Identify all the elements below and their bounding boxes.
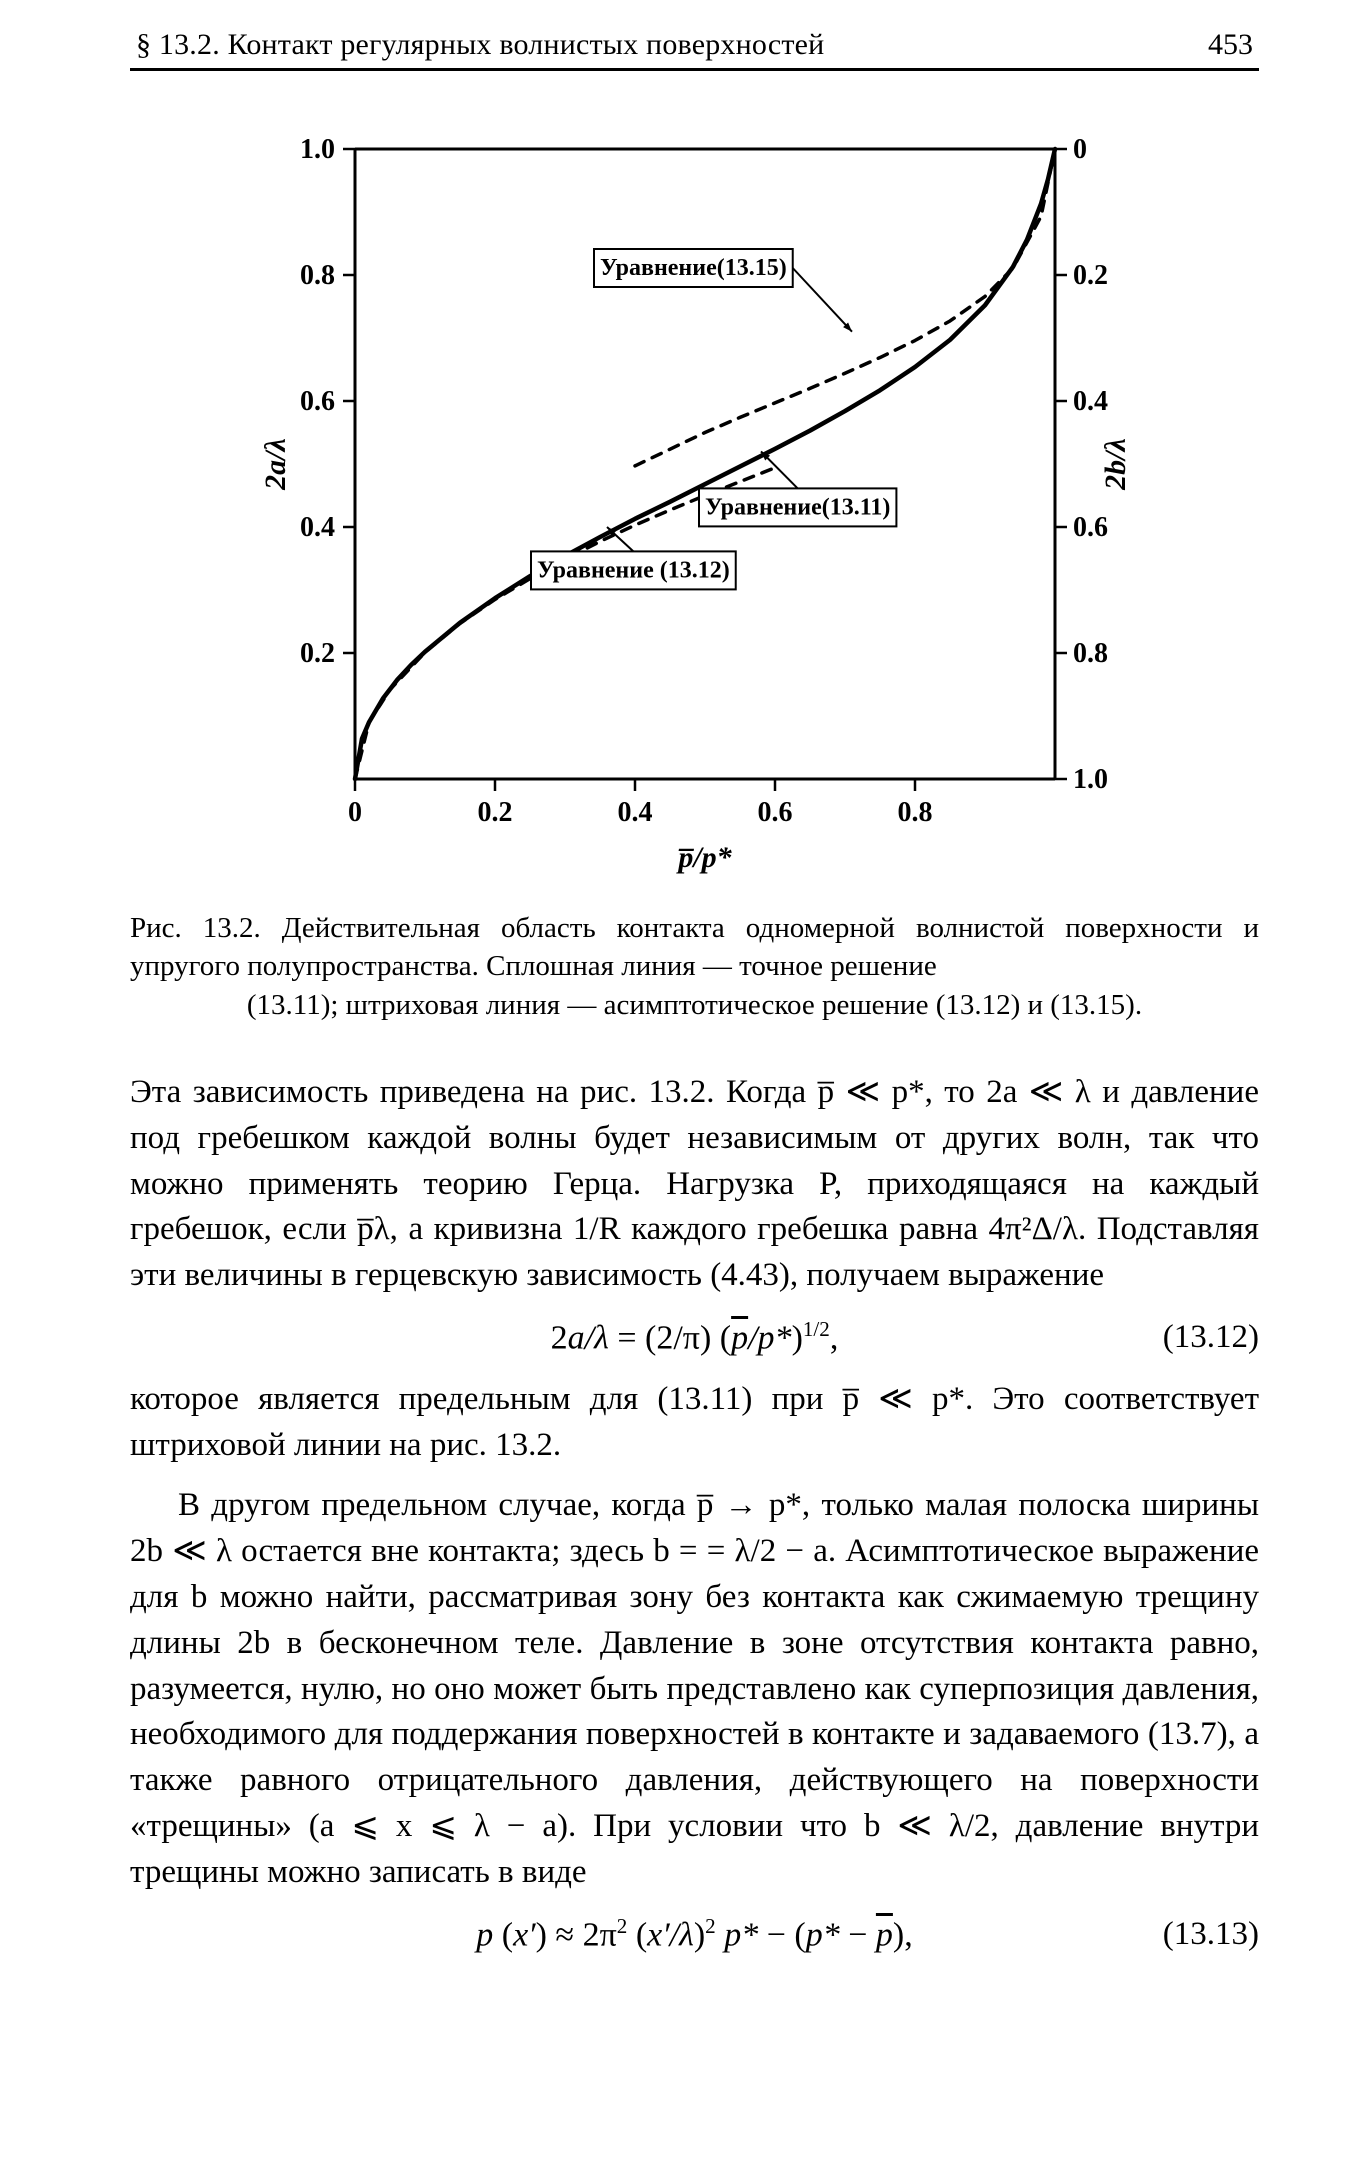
svg-text:0.6: 0.6 <box>1073 512 1108 543</box>
eq-13-13-num: (13.13) <box>1163 1916 1259 1953</box>
figure-svg: 0 0.2 0.4 0.6 0.8 0.2 0.4 0.6 0.8 1.0 0 0.2 0.4 0.6 0.… <box>255 119 1135 879</box>
svg-text:Уравнение (13.12): Уравнение (13.12) <box>537 557 730 583</box>
svg-text:0.4: 0.4 <box>617 797 652 828</box>
figure-13-2: 0 0.2 0.4 0.6 0.8 0.2 0.4 0.6 0.8 1.0 0 0.2 0.4 0.6 0.… <box>255 119 1135 879</box>
svg-text:Уравнение(13.11): Уравнение(13.11) <box>705 494 890 520</box>
eq-13-13-body: p (x′) ≈ 2π2 (x′/λ)2 p* − (p* − p), <box>476 1914 912 1954</box>
svg-text:2a/λ: 2a/λ <box>259 438 292 491</box>
section-label: § 13.2. Контакт регулярных волнистых пов… <box>136 28 824 62</box>
page-number: 453 <box>1208 28 1253 62</box>
paragraph-1: Эта зависимость приведена на рис. 13.2. … <box>130 1070 1259 1299</box>
svg-text:p̅/p*: p̅/p* <box>675 841 732 874</box>
svg-text:0.6: 0.6 <box>757 797 792 828</box>
svg-text:0.2: 0.2 <box>300 638 335 669</box>
eq-13-12-body: 2a/λ = (2/π) (p/p*)1/2, <box>551 1317 839 1357</box>
figcaption-line2: (13.11); штриховая линия — асимптотическ… <box>130 986 1259 1024</box>
svg-text:0: 0 <box>1073 134 1087 165</box>
svg-text:0.2: 0.2 <box>477 797 512 828</box>
eq-13-12-num: (13.12) <box>1163 1319 1259 1356</box>
svg-text:0.8: 0.8 <box>897 797 932 828</box>
paragraph-2: которое является предельным для (13.11) … <box>130 1377 1259 1469</box>
figcaption-line1: Рис. 13.2. Действительная область контак… <box>130 912 1259 982</box>
svg-text:0.4: 0.4 <box>1073 386 1108 417</box>
paragraph-3: В другом предельном случае, когда p̅ → p… <box>130 1483 1259 1896</box>
svg-text:0.2: 0.2 <box>1073 260 1108 291</box>
running-head: § 13.2. Контакт регулярных волнистых пов… <box>130 28 1259 71</box>
svg-text:0.4: 0.4 <box>300 512 335 543</box>
svg-text:2b/λ: 2b/λ <box>1099 438 1132 491</box>
svg-text:0.8: 0.8 <box>1073 638 1108 669</box>
figure-caption: Рис. 13.2. Действительная область контак… <box>130 909 1259 1024</box>
svg-text:0: 0 <box>348 797 362 828</box>
equation-13-12: 2a/λ = (2/π) (p/p*)1/2, (13.12) <box>130 1317 1259 1357</box>
svg-text:1.0: 1.0 <box>1073 764 1108 795</box>
svg-text:Уравнение(13.15): Уравнение(13.15) <box>600 255 787 281</box>
svg-text:0.8: 0.8 <box>300 260 335 291</box>
svg-text:1.0: 1.0 <box>300 134 335 165</box>
svg-text:0.6: 0.6 <box>300 386 335 417</box>
equation-13-13: p (x′) ≈ 2π2 (x′/λ)2 p* − (p* − p), (13.… <box>130 1914 1259 1954</box>
